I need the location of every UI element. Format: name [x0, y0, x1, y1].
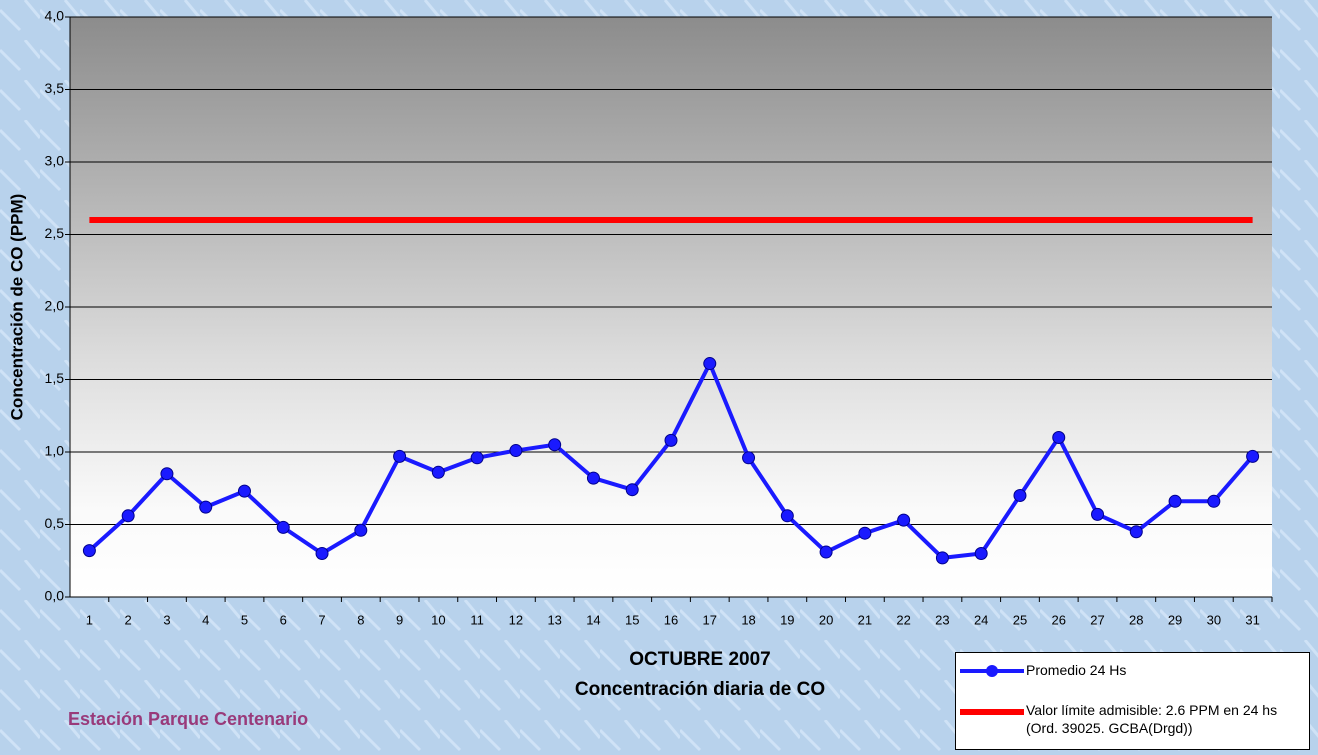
data-point [820, 546, 832, 558]
annotation: Estación Parque Centenario [68, 709, 308, 729]
legend-swatch [960, 709, 1024, 715]
y-tick-label: 0,0 [45, 588, 65, 604]
data-point [1208, 495, 1220, 507]
data-point [200, 501, 212, 513]
x-tick-label: 16 [664, 612, 678, 627]
data-point [1130, 526, 1142, 538]
data-point [898, 514, 910, 526]
data-point [355, 524, 367, 536]
x-tick-label: 30 [1207, 612, 1221, 627]
x-tick-label: 17 [703, 612, 717, 627]
data-point [161, 468, 173, 480]
x-tick-label: 1 [86, 612, 93, 627]
legend-marker [986, 665, 998, 677]
x-tick-label: 22 [896, 612, 910, 627]
x-tick-label: 25 [1013, 612, 1027, 627]
legend-label: Promedio 24 Hs [1026, 661, 1306, 679]
x-tick-label: 27 [1090, 612, 1104, 627]
data-point [549, 439, 561, 451]
x-tick-label: 14 [586, 612, 600, 627]
data-point [432, 466, 444, 478]
data-point [122, 510, 134, 522]
data-point [859, 527, 871, 539]
data-point [975, 548, 987, 560]
data-point [277, 521, 289, 533]
x-tick-label: 9 [396, 612, 403, 627]
data-point [1014, 490, 1026, 502]
legend: Promedio 24 Hs Valor límite admisible: 2.… [955, 652, 1310, 750]
data-point [238, 485, 250, 497]
y-tick-label: 0,5 [45, 515, 65, 531]
data-point [665, 434, 677, 446]
chart: OCTUBRE 2007 Concentración diaria de CO … [0, 0, 1318, 755]
y-tick-label: 1,5 [45, 370, 65, 386]
chart-title: OCTUBRE 2007 [629, 649, 771, 670]
data-point [743, 452, 755, 464]
data-point [316, 548, 328, 560]
y-tick-label: 3,0 [45, 153, 65, 169]
data-point [587, 472, 599, 484]
x-tick-label: 12 [509, 612, 523, 627]
data-point [394, 450, 406, 462]
x-tick-label: 23 [935, 612, 949, 627]
x-tick-label: 20 [819, 612, 833, 627]
data-point [1169, 495, 1181, 507]
x-tick-label: 15 [625, 612, 639, 627]
data-point [1092, 508, 1104, 520]
data-point [781, 510, 793, 522]
x-tick-label: 31 [1245, 612, 1259, 627]
x-tick-label: 6 [280, 612, 287, 627]
data-point [1247, 450, 1259, 462]
x-tick-label: 13 [547, 612, 561, 627]
x-tick-label: 3 [163, 612, 170, 627]
x-tick-label: 26 [1052, 612, 1066, 627]
x-tick-label: 7 [318, 612, 325, 627]
chart-subtitle: Concentración diaria de CO [575, 679, 825, 700]
data-point [704, 358, 716, 370]
data-point [510, 445, 522, 457]
data-point [936, 552, 948, 564]
x-tick-label: 18 [741, 612, 755, 627]
data-point [471, 452, 483, 464]
data-point [83, 545, 95, 557]
x-tick-label: 5 [241, 612, 248, 627]
x-tick-label: 19 [780, 612, 794, 627]
x-tick-label: 10 [431, 612, 445, 627]
x-tick-label: 11 [470, 612, 484, 627]
page: OCTUBRE 2007 Concentración diaria de CO … [0, 0, 1318, 755]
data-point [1053, 432, 1065, 444]
y-tick-label: 4,0 [45, 8, 65, 24]
x-tick-label: 4 [202, 612, 209, 627]
y-axis-label: Concentración de CO (PPM) [7, 194, 26, 421]
y-tick-label: 3,5 [45, 80, 65, 96]
data-point [626, 484, 638, 496]
legend-label: Valor límite admisible: 2.6 PPM en 24 hs… [1026, 701, 1306, 737]
y-tick-label: 2,0 [45, 298, 65, 314]
x-tick-label: 24 [974, 612, 988, 627]
x-tick-label: 8 [357, 612, 364, 627]
y-tick-label: 2,5 [45, 225, 65, 241]
x-tick-label: 29 [1168, 612, 1182, 627]
x-tick-label: 21 [858, 612, 872, 627]
x-tick-label: 2 [125, 612, 132, 627]
x-tick-label: 28 [1129, 612, 1143, 627]
y-tick-label: 1,0 [45, 443, 65, 459]
